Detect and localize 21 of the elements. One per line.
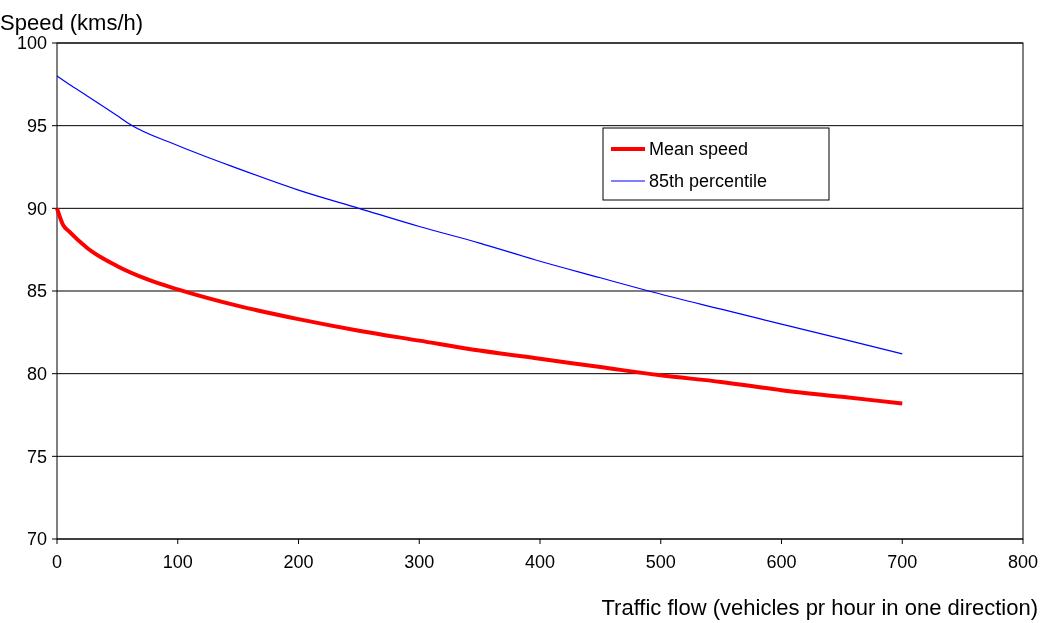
- line-series: [55, 206, 905, 406]
- legend-label: Mean speed: [649, 139, 749, 160]
- y-axis-title: Speed (kms/h): [0, 10, 144, 35]
- x-tick-label: 300: [404, 552, 435, 572]
- y-tick-label: 70: [26, 529, 47, 550]
- y-tick-label: 90: [26, 198, 47, 219]
- x-tick-label: 200: [283, 552, 314, 572]
- x-axis-title: Traffic flow (vehicles pr hour in one direction): [601, 595, 1038, 620]
- x-tick-label: 400: [524, 552, 556, 572]
- y-tick-label: 80: [26, 363, 47, 384]
- x-tick-label: 100: [162, 552, 193, 572]
- line-series: [56, 75, 903, 355]
- legend-label: 85th percentile: [649, 171, 768, 192]
- y-tick-label: 75: [26, 446, 47, 467]
- x-tick-label: 600: [766, 552, 797, 572]
- x-tick-label: 500: [645, 552, 676, 572]
- y-tick-label: 85: [26, 281, 47, 302]
- x-tick-label: 700: [887, 552, 918, 572]
- x-tick-label: 0: [51, 552, 63, 572]
- x-tick-label: 800: [1007, 552, 1039, 572]
- y-tick-label: 95: [26, 115, 47, 136]
